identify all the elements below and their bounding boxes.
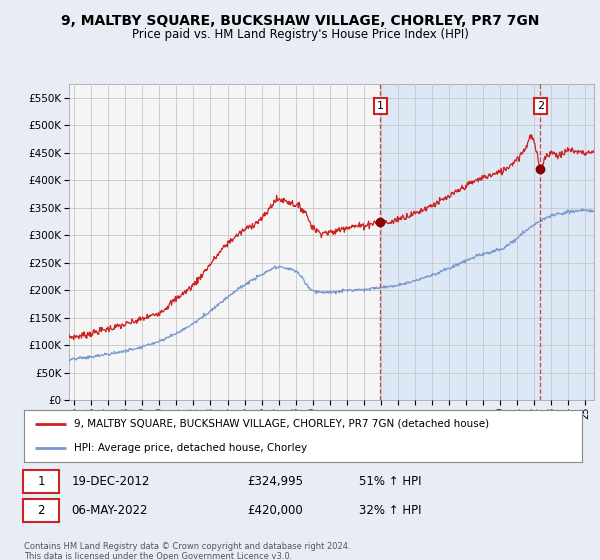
Text: 32% ↑ HPI: 32% ↑ HPI bbox=[359, 504, 421, 517]
Text: 1: 1 bbox=[377, 101, 384, 111]
FancyBboxPatch shape bbox=[23, 499, 59, 522]
Text: HPI: Average price, detached house, Chorley: HPI: Average price, detached house, Chor… bbox=[74, 443, 307, 453]
Text: Contains HM Land Registry data © Crown copyright and database right 2024.
This d: Contains HM Land Registry data © Crown c… bbox=[24, 542, 350, 560]
Text: 2: 2 bbox=[37, 504, 45, 517]
Text: £324,995: £324,995 bbox=[247, 475, 303, 488]
Text: 2: 2 bbox=[537, 101, 544, 111]
Text: 9, MALTBY SQUARE, BUCKSHAW VILLAGE, CHORLEY, PR7 7GN: 9, MALTBY SQUARE, BUCKSHAW VILLAGE, CHOR… bbox=[61, 14, 539, 28]
Text: Price paid vs. HM Land Registry's House Price Index (HPI): Price paid vs. HM Land Registry's House … bbox=[131, 28, 469, 41]
Text: £420,000: £420,000 bbox=[247, 504, 303, 517]
Text: 9, MALTBY SQUARE, BUCKSHAW VILLAGE, CHORLEY, PR7 7GN (detached house): 9, MALTBY SQUARE, BUCKSHAW VILLAGE, CHOR… bbox=[74, 419, 490, 429]
Text: 1: 1 bbox=[37, 475, 45, 488]
Text: 06-MAY-2022: 06-MAY-2022 bbox=[71, 504, 148, 517]
Text: 19-DEC-2012: 19-DEC-2012 bbox=[71, 475, 150, 488]
FancyBboxPatch shape bbox=[23, 470, 59, 493]
Bar bbox=[380, 84, 594, 400]
Text: 51% ↑ HPI: 51% ↑ HPI bbox=[359, 475, 421, 488]
